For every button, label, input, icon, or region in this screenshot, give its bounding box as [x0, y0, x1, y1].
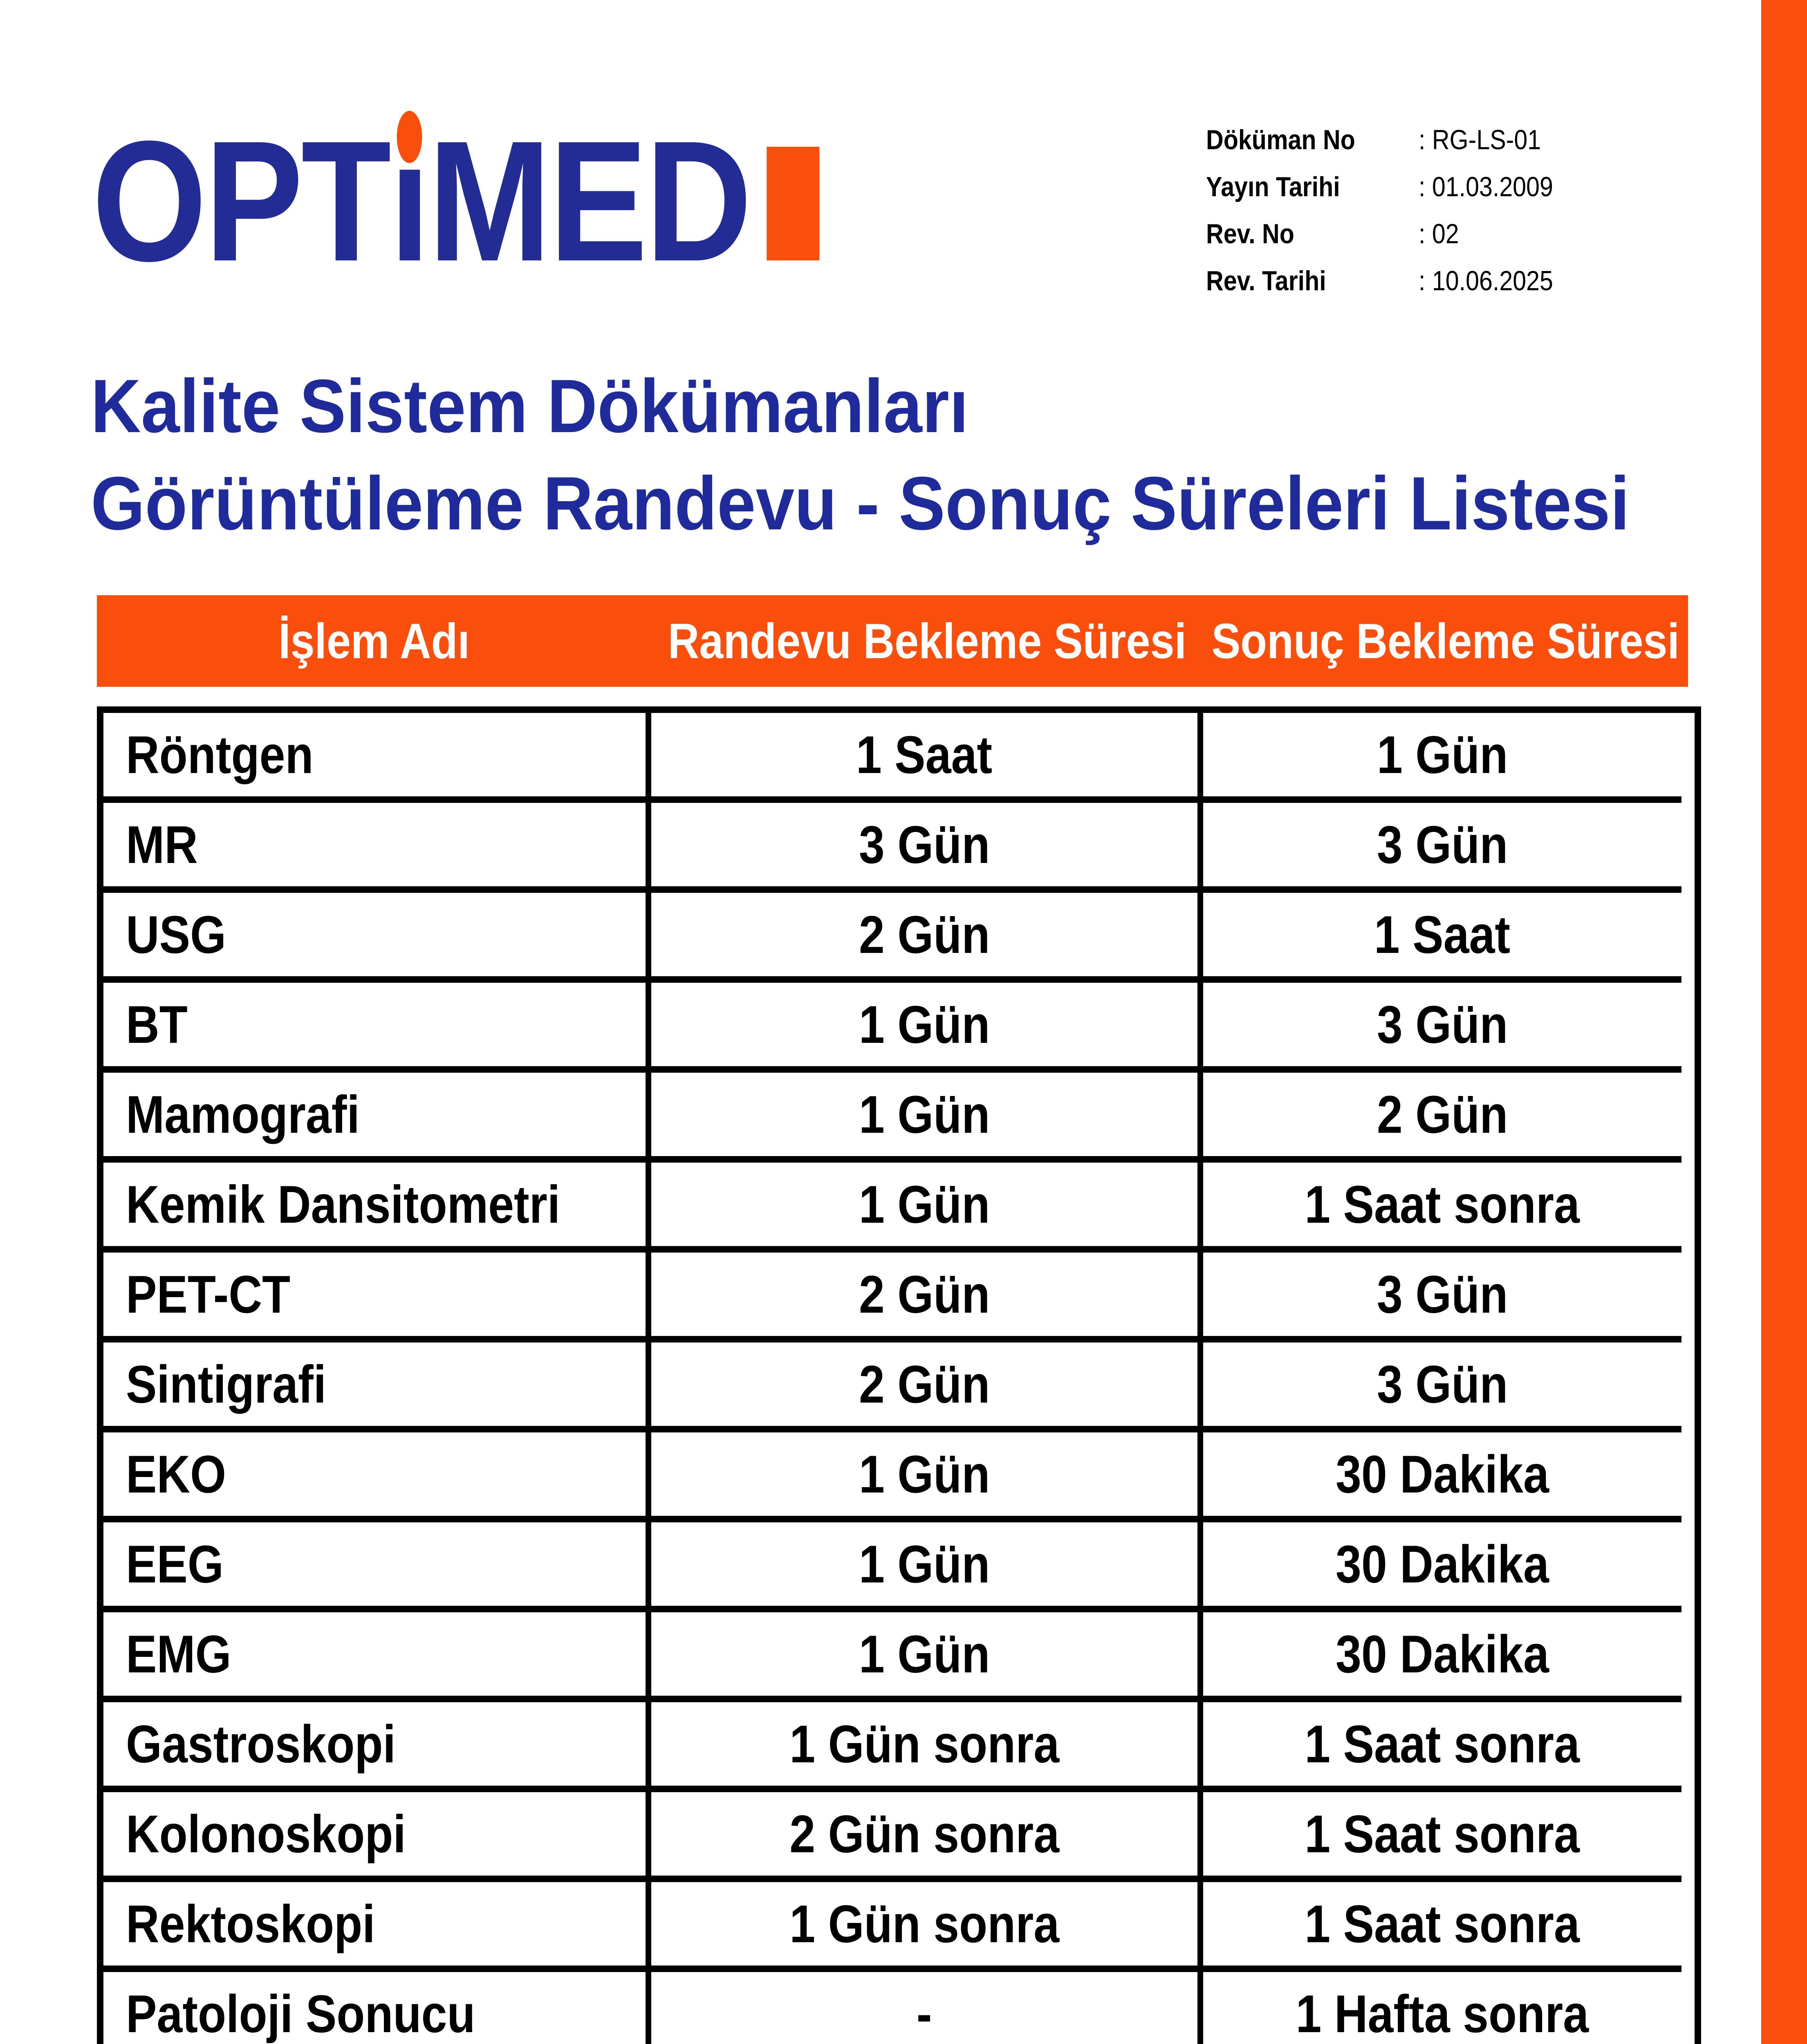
table-cell-randevu: 1 Gün	[651, 1612, 1203, 1702]
doc-info-row: Yayın Tarihi : 01.03.2009	[1206, 170, 1573, 203]
table-cell-islem: Mamografi	[103, 1073, 651, 1163]
doc-info-row: Rev. No : 02	[1206, 217, 1573, 250]
table-cell-islem: Sintigrafi	[103, 1342, 651, 1432]
table-cell-randevu: 1 Gün	[651, 1522, 1203, 1612]
table-cell-islem: Kolonoskopi	[103, 1792, 651, 1882]
document-info: Döküman No : RG-LS-01 Yayın Tarihi : 01.…	[1206, 123, 1573, 312]
table-cell-randevu: 1 Gün	[651, 983, 1203, 1073]
table-cell-sonuc: 3 Gün	[1203, 803, 1681, 893]
issue-date-value: : 01.03.2009	[1419, 171, 1553, 202]
table-cell-randevu: 2 Gün	[651, 893, 1203, 983]
table-cell-sonuc: 2 Gün	[1203, 1073, 1681, 1163]
table-cell-sonuc: 30 Dakika	[1203, 1612, 1681, 1702]
table-cell-sonuc: 30 Dakika	[1203, 1522, 1681, 1612]
doc-info-row: Döküman No : RG-LS-01	[1206, 123, 1573, 156]
table-cell-randevu: 1 Gün	[651, 1163, 1203, 1253]
table-cell-islem: EEG	[103, 1522, 651, 1612]
table-cell-islem: Kemik Dansitometri	[103, 1163, 651, 1253]
table-cell-randevu: 1 Gün sonra	[651, 1882, 1203, 1972]
table-cell-islem: PET-CT	[103, 1253, 651, 1342]
table-cell-randevu: -	[651, 1972, 1203, 2044]
durations-table: Röntgen 1 Saat 1 Gün MR 3 Gün 3 Gün USG …	[97, 706, 1701, 2044]
page-title-line2-text: Görüntüleme Randevu - Sonuç Süreleri Lis…	[91, 462, 1630, 546]
table-cell-sonuc: 1 Saat sonra	[1203, 1702, 1681, 1792]
table-cell-sonuc: 1 Gün	[1203, 713, 1681, 803]
table-cell-islem: Gastroskopi	[103, 1702, 651, 1792]
table-header-sonuc-bekleme: Sonuç Bekleme Süresi	[1211, 613, 1680, 669]
table-cell-sonuc: 1 Saat	[1203, 893, 1681, 983]
table-cell-randevu: 3 Gün	[651, 803, 1203, 893]
logo-text-med: MED	[428, 105, 752, 297]
doc-no-label: Döküman No	[1206, 124, 1355, 155]
page-title-line2: Görüntüleme Randevu - Sonuç Süreleri Lis…	[91, 466, 1763, 542]
rev-date-label: Rev. Tarihi	[1206, 265, 1326, 296]
table-cell-islem: MR	[103, 803, 651, 893]
table-cell-islem: Patoloji Sonucu	[103, 1972, 651, 2044]
table-cell-sonuc: 3 Gün	[1203, 1342, 1681, 1432]
logo-i-dot-icon	[397, 111, 422, 163]
table-cell-randevu: 1 Gün	[651, 1073, 1203, 1163]
doc-info-row: Rev. Tarihi : 10.06.2025	[1206, 264, 1573, 297]
table-cell-sonuc: 1 Saat sonra	[1203, 1882, 1681, 1972]
table-cell-islem: USG	[103, 893, 651, 983]
rev-date-value: : 10.06.2025	[1419, 265, 1553, 296]
logo-accent-square-icon	[767, 147, 820, 260]
table-cell-sonuc: 1 Saat sonra	[1203, 1792, 1681, 1882]
doc-no-value: : RG-LS-01	[1419, 124, 1541, 155]
table-cell-sonuc: 1 Hafta sonra	[1203, 1972, 1681, 2044]
table-cell-sonuc: 30 Dakika	[1203, 1432, 1681, 1522]
table-cell-islem: Röntgen	[103, 713, 651, 803]
optimed-logo: OPTı MED	[92, 111, 820, 287]
table-cell-islem: EKO	[103, 1432, 651, 1522]
table-cell-sonuc: 3 Gün	[1203, 1253, 1681, 1342]
issue-date-label: Yayın Tarihi	[1206, 171, 1340, 202]
table-cell-sonuc: 1 Saat sonra	[1203, 1163, 1681, 1253]
table-header-islem-adi: İşlem Adı	[278, 613, 470, 669]
table-cell-sonuc: 3 Gün	[1203, 983, 1681, 1073]
table-cell-randevu: 2 Gün sonra	[651, 1792, 1203, 1882]
table-cell-randevu: 2 Gün	[651, 1253, 1203, 1342]
table-cell-randevu: 1 Gün sonra	[651, 1702, 1203, 1792]
table-header-randevu-bekleme: Randevu Bekleme Süresi	[668, 613, 1187, 669]
logo-letter-i: ı	[389, 111, 430, 287]
rev-no-value: : 02	[1419, 218, 1459, 249]
page-title-line1-text: Kalite Sistem Dökümanları	[91, 364, 969, 448]
page-right-border	[1761, 0, 1807, 2044]
table-cell-randevu: 1 Gün	[651, 1432, 1203, 1522]
logo-text-opt: OPT	[92, 105, 391, 297]
table-cell-islem: Rektoskopi	[103, 1882, 651, 1972]
table-cell-islem: BT	[103, 983, 651, 1073]
table-header-bar: İşlem Adı Randevu Bekleme Süresi Sonuç B…	[97, 595, 1688, 687]
table-cell-randevu: 1 Saat	[651, 713, 1203, 803]
page-title-line1: Kalite Sistem Dökümanları	[91, 369, 1045, 444]
rev-no-label: Rev. No	[1206, 218, 1294, 249]
table-cell-islem: EMG	[103, 1612, 651, 1702]
table-cell-randevu: 2 Gün	[651, 1342, 1203, 1432]
